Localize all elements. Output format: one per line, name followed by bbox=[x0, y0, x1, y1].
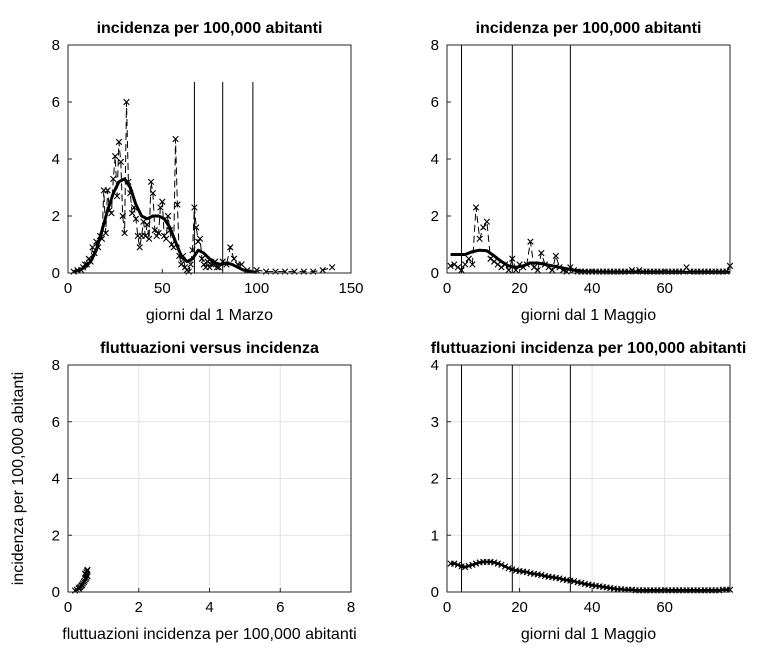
y-tick-label: 6 bbox=[52, 94, 60, 111]
data-point-x-marker bbox=[147, 178, 155, 185]
x-tick-label: 60 bbox=[656, 280, 673, 297]
x-tick-label: 150 bbox=[338, 280, 363, 297]
y-tick-label: 0 bbox=[52, 584, 60, 601]
y-tick-label: 3 bbox=[431, 414, 439, 431]
data-point-x-marker bbox=[111, 152, 119, 160]
y-tick-label: 0 bbox=[431, 584, 439, 601]
y-tick-label: 2 bbox=[431, 471, 439, 488]
y-tick-label: 4 bbox=[431, 151, 439, 168]
data-point-x-marker bbox=[104, 187, 111, 194]
data-point-x-marker bbox=[461, 563, 469, 571]
x-tick-label: 4 bbox=[205, 599, 213, 616]
data-point-x-marker bbox=[509, 566, 516, 573]
data-point-x-marker bbox=[483, 218, 491, 225]
x-axis-label: giorni dal 1 Maggio bbox=[521, 626, 656, 643]
y-tick-label: 6 bbox=[431, 94, 439, 111]
y-tick-label: 8 bbox=[52, 357, 60, 374]
data-point-x-marker bbox=[136, 244, 143, 251]
x-axis-label: giorni dal 1 Maggio bbox=[521, 307, 656, 324]
x-tick-label: 40 bbox=[584, 599, 601, 616]
y-tick-label: 8 bbox=[52, 37, 60, 54]
y-tick-label: 0 bbox=[431, 265, 439, 282]
x-tick-label: 8 bbox=[347, 599, 355, 616]
data-point-x-marker bbox=[193, 224, 200, 231]
data-point-x-marker bbox=[501, 563, 509, 570]
x-tick-label: 60 bbox=[656, 599, 673, 616]
data-point-x-marker bbox=[84, 566, 91, 574]
data-point-x-marker bbox=[523, 568, 531, 576]
x-tick-label: 0 bbox=[443, 280, 451, 297]
plot-area bbox=[68, 45, 351, 273]
y-tick-label: 2 bbox=[52, 527, 60, 544]
data-point-x-marker bbox=[494, 560, 501, 567]
series-smoothed-line bbox=[73, 177, 257, 274]
data-point-x-marker bbox=[578, 579, 585, 587]
x-axis-label: giorni dal 1 Marzo bbox=[146, 307, 273, 324]
y-tick-label: 2 bbox=[52, 208, 60, 225]
x-tick-label: 2 bbox=[135, 599, 143, 616]
chart-title: fluttuazioni versus incidenza bbox=[100, 340, 319, 357]
data-point-x-marker bbox=[328, 264, 336, 271]
chart-title: fluttuazioni incidenza per 100,000 abita… bbox=[431, 340, 747, 357]
subplot-1: 0 50 100 150 0 2 4 6 8 incidenza per 100,000 abit… bbox=[52, 20, 364, 324]
chart-title: incidenza per 100,000 abitanti bbox=[476, 20, 702, 37]
data-point-x-marker bbox=[469, 561, 476, 568]
plot-area bbox=[447, 45, 730, 273]
chart-title: incidenza per 100,000 abitanti bbox=[97, 20, 323, 37]
x-tick-label: 0 bbox=[64, 599, 72, 616]
data-point-x-marker bbox=[465, 562, 472, 570]
y-tick-label: 4 bbox=[52, 471, 60, 488]
x-tick-label: 40 bbox=[584, 280, 601, 297]
subplot-2: 0 20 40 60 0 2 4 6 8 incidenza per 100,000 abitan… bbox=[431, 20, 734, 324]
x-tick-label: 100 bbox=[244, 280, 269, 297]
data-point-x-marker bbox=[187, 261, 194, 268]
y-tick-label: 8 bbox=[431, 37, 439, 54]
x-axis-label: fluttuazioni incidenza per 100,000 abita… bbox=[62, 626, 356, 643]
data-point-x-marker bbox=[538, 571, 545, 579]
data-point-x-marker bbox=[570, 578, 578, 585]
data-point-x-marker bbox=[534, 266, 541, 274]
data-point-x-marker bbox=[164, 212, 172, 220]
y-axis-label: incidenza per 100,000 abitanti bbox=[10, 372, 27, 586]
data-point-x-marker bbox=[153, 232, 160, 240]
data-point-x-marker bbox=[461, 261, 469, 268]
data-point-x-marker bbox=[556, 575, 563, 582]
data-point-x-marker bbox=[89, 244, 96, 251]
x-tick-label: 0 bbox=[443, 599, 451, 616]
data-point-x-marker bbox=[145, 235, 153, 242]
y-tick-label: 1 bbox=[431, 527, 439, 544]
y-tick-label: 4 bbox=[431, 357, 439, 374]
x-tick-label: 50 bbox=[154, 280, 171, 297]
subplot-3: 0 2 4 6 8 0 2 4 6 8 fluttuazioni versus incidenza f… bbox=[10, 340, 357, 643]
data-point-x-marker bbox=[505, 564, 512, 572]
series-smoothed-line bbox=[450, 248, 730, 274]
x-tick-label: 20 bbox=[511, 599, 528, 616]
data-point-x-marker bbox=[454, 561, 462, 568]
x-tick-label: 0 bbox=[64, 280, 72, 297]
data-point-x-marker bbox=[178, 261, 185, 268]
y-tick-label: 4 bbox=[52, 151, 60, 168]
x-tick-label: 6 bbox=[276, 599, 284, 616]
y-tick-label: 0 bbox=[52, 265, 60, 282]
data-point-x-marker bbox=[490, 559, 498, 566]
data-point-x-marker bbox=[498, 561, 505, 568]
data-point-x-marker bbox=[472, 560, 480, 567]
y-tick-label: 6 bbox=[52, 414, 60, 431]
x-tick-label: 20 bbox=[511, 280, 528, 297]
y-tick-label: 2 bbox=[431, 208, 439, 225]
data-point-x-marker bbox=[552, 252, 560, 260]
data-point-x-marker bbox=[451, 560, 458, 567]
